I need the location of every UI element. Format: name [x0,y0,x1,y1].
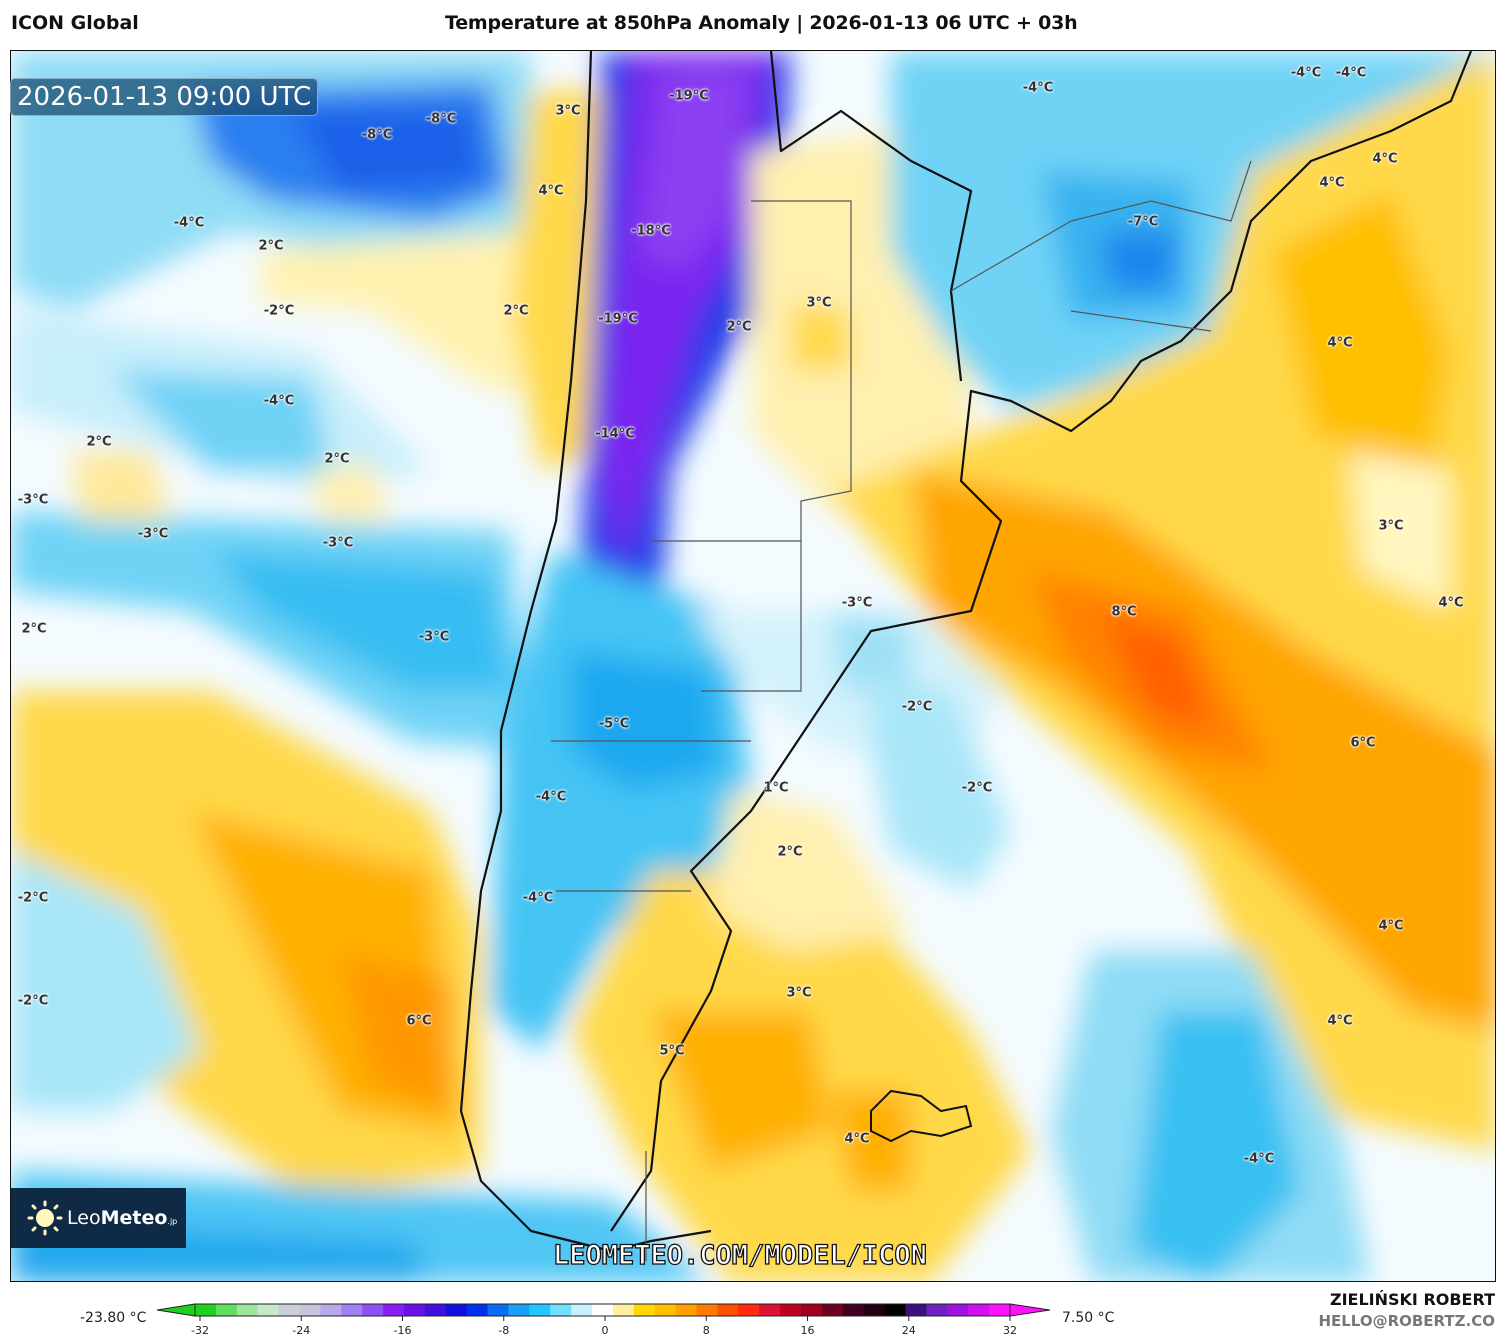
colorbar-tick-label: -24 [292,1324,311,1337]
temperature-label: 2°C [777,844,803,860]
colorbar-tick-label: -8 [498,1324,510,1337]
temperature-label: 2°C [258,238,284,254]
temperature-label: 8°C [1111,604,1137,620]
temperature-label: -3°C [322,535,354,551]
colorbar-min-value: -23.80 °C [80,1310,147,1326]
temperature-label: 5°C [659,1043,685,1059]
leometeo-logo[interactable]: LeoMeteo.jp [11,1188,186,1248]
model-url-watermark: LEOMETEO.COM/MODEL/ICON [552,1239,927,1271]
temperature-label: -4°C [173,215,205,231]
valid-time-badge: 2026-01-13 09:00 UTC [10,78,319,116]
temperature-label: -4°C [1022,80,1054,96]
temperature-label: -19°C [598,311,638,327]
colorbar-tick-label: 16 [800,1324,815,1337]
temperature-label: -7°C [1127,214,1159,230]
temperature-label: 2°C [86,434,112,450]
temperature-label: -3°C [17,492,49,508]
temperature-label: -4°C [1335,65,1367,81]
model-name: ICON Global [11,12,139,34]
temperature-label: -14°C [595,426,635,442]
temperature-label: -2°C [901,699,933,715]
temperature-label: -19°C [669,88,709,104]
temperature-label: 2°C [503,303,529,319]
colorbar-tick-label: 24 [901,1324,916,1337]
temperature-label: -5°C [598,716,630,732]
colorbar [156,1303,1051,1321]
temperature-label: 1°C [763,780,789,796]
author-email[interactable]: HELLO@ROBERTZ.CO [1318,1312,1495,1330]
sun-icon [27,1200,63,1236]
temperature-label: 3°C [806,295,832,311]
temperature-label: -4°C [1290,65,1322,81]
temperature-label: 3°C [555,103,581,119]
temperature-label: 4°C [1327,335,1353,351]
colorbar-max-value: 7.50 °C [1062,1310,1115,1326]
chart-title: Temperature at 850hPa Anomaly | 2026-01-… [445,12,1078,34]
temperature-label: 3°C [1378,518,1404,534]
temperature-label: 2°C [21,621,47,637]
temperature-label: -4°C [1243,1151,1275,1167]
temperature-label: 4°C [1372,151,1398,167]
temperature-anomaly-field [11,51,1495,1281]
temperature-label: -2°C [17,890,49,906]
falkland-islands [870,1089,973,1143]
temperature-label: -2°C [17,993,49,1009]
temperature-label: -4°C [535,789,567,805]
temperature-label: -2°C [263,303,295,319]
temperature-label: 6°C [1350,735,1376,751]
author-name: ZIELIŃSKI ROBERT [1329,1290,1495,1309]
temperature-label: -3°C [137,526,169,542]
temperature-label: -4°C [522,890,554,906]
temperature-label: -2°C [961,780,993,796]
colorbar-tick-label: -16 [393,1324,412,1337]
temperature-label: 6°C [406,1013,432,1029]
temperature-label: -4°C [263,393,295,409]
temperature-label: 4°C [1378,918,1404,934]
temperature-label: 4°C [1327,1013,1353,1029]
admin-borders [551,160,1252,1261]
colorbar-tick-label: 32 [1003,1324,1017,1337]
logo-wordmark: LeoMeteo.jp [67,1207,178,1229]
temperature-label: 4°C [844,1131,870,1147]
temperature-label: 2°C [324,451,350,467]
temperature-label: 4°C [1319,175,1345,191]
colorbar-tick-label: -32 [191,1324,209,1337]
temperature-label: -8°C [425,111,457,127]
temperature-label: -3°C [418,629,450,645]
temperature-label: 3°C [786,985,812,1001]
temperature-label: 2°C [726,319,752,335]
temperature-label: 4°C [538,183,564,199]
map-panel[interactable]: -8°C -8°C 3°C -19°C 4°C -4°C 2°C -18°C -2°C 2°C 3°… [10,50,1496,1282]
temperature-label: -8°C [361,127,393,143]
temperature-label: -18°C [631,223,671,239]
colorbar-tick-label: 0 [601,1324,609,1337]
temperature-label: -3°C [841,595,873,611]
temperature-label: 4°C [1438,595,1464,611]
colorbar-tick-label: 8 [702,1324,710,1337]
